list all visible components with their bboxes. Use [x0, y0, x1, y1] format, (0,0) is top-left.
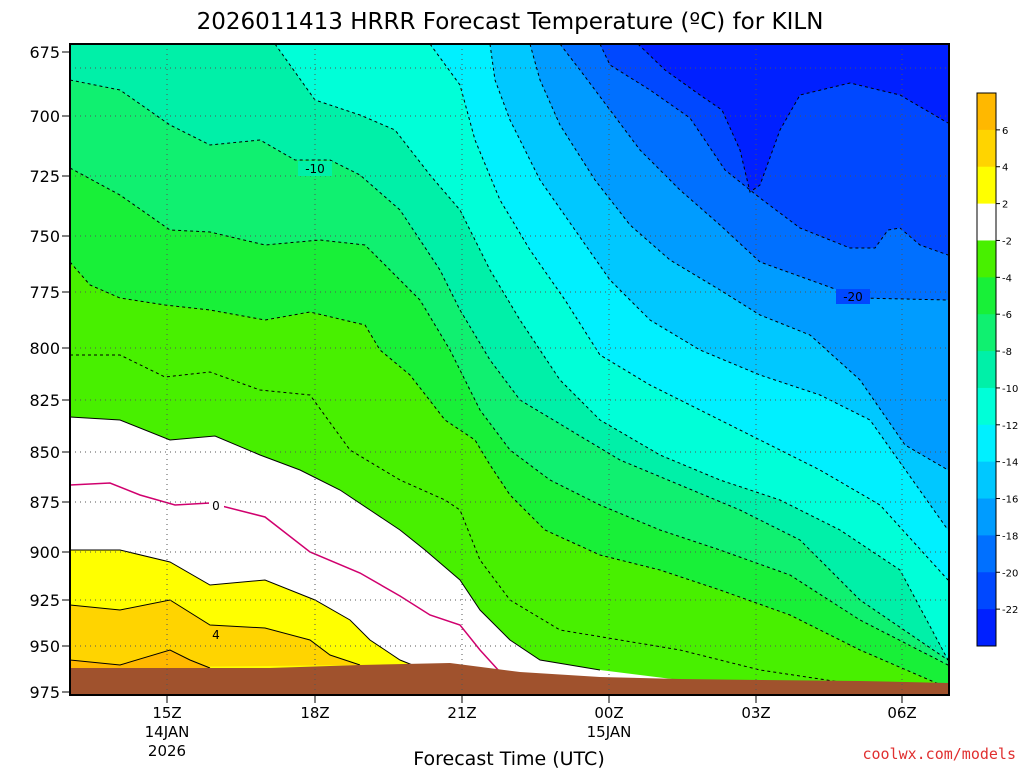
contour-label-bg — [298, 161, 332, 176]
colorbar-swatch — [977, 609, 996, 647]
x-tick-label: 21Z — [447, 704, 476, 722]
chart-title: 2026011413 HRRR Forecast Temperature (ºC… — [197, 9, 824, 35]
contour-line — [70, 599, 361, 666]
colorbar-swatch — [977, 351, 996, 389]
colorbar-label: -10 — [1002, 384, 1018, 395]
plot-area: -10 -20 0 4 — [70, 44, 949, 695]
colorbar-label: -20 — [1002, 568, 1018, 579]
colorbar-swatch — [977, 498, 996, 536]
colorbar-swatch — [977, 129, 996, 168]
colorbar-swatch — [977, 203, 996, 241]
x-axis-label: Forecast Time (UTC) — [413, 748, 604, 768]
x-tick-label: 03Z — [741, 704, 770, 722]
colorbar-swatch — [977, 535, 996, 573]
contour-line — [70, 167, 949, 666]
y-tick-label: 775 — [29, 283, 60, 302]
y-tick-label: 850 — [29, 443, 60, 462]
colorbar-swatch — [977, 461, 996, 500]
colorbar-label: -18 — [1002, 531, 1018, 542]
colorbar-label: -12 — [1002, 421, 1018, 432]
y-tick-label: 700 — [29, 107, 60, 126]
contour-line — [70, 354, 949, 691]
colorbar-label: 4 — [1002, 163, 1008, 174]
y-axis: 675 700 725 750 775 800 825 850 875 900 925 950 975 — [29, 43, 70, 702]
x-tick-label: 06Z — [887, 704, 916, 722]
contour-line — [489, 44, 949, 531]
colorbar-swatch — [977, 240, 996, 278]
contour-label-4: 4 — [212, 628, 220, 642]
contour-line — [70, 416, 601, 671]
y-tick-label: 725 — [29, 167, 60, 186]
y-tick-label: 875 — [29, 493, 60, 512]
x-tick-label: 14JAN — [145, 723, 190, 741]
contour-label-0: 0 — [212, 499, 220, 513]
contour-line — [70, 649, 211, 669]
y-tick-label: 975 — [29, 683, 60, 702]
colorbar-frame — [976, 92, 997, 647]
y-tick-label: 925 — [29, 591, 60, 610]
credit-link[interactable]: coolwx.com/models — [862, 745, 1016, 763]
contour-line — [70, 261, 949, 689]
contour-line — [599, 44, 949, 256]
colorbar-label: -14 — [1002, 458, 1018, 469]
colorbar-swatch — [977, 166, 996, 205]
y-tick-label: 675 — [29, 43, 60, 62]
colorbar-label: -6 — [1002, 310, 1012, 321]
terrain — [70, 663, 948, 695]
y-tick-label: 800 — [29, 339, 60, 358]
contour-labels: -10 -20 0 4 — [208, 161, 870, 642]
contour-line — [70, 549, 421, 669]
contour-line — [529, 44, 949, 471]
y-tick-label: 950 — [29, 637, 60, 656]
contour-label-minus20: -20 — [843, 290, 863, 304]
plot-frame — [69, 43, 950, 696]
colorbar-swatch — [977, 314, 996, 352]
colorbar-swatch — [977, 424, 996, 463]
colorbar-swatch — [977, 572, 996, 610]
colorbar: 6 4 2 -2 -4 -6 -8 -10 -12 -14 -16 -18 -20 -22 — [976, 92, 1018, 647]
contour-line — [637, 44, 949, 193]
y-tick-label: 750 — [29, 227, 60, 246]
colorbar-swatch — [977, 93, 996, 131]
contour-lines — [70, 44, 949, 691]
colorbar-label: 2 — [1002, 200, 1008, 211]
contour-label-bg — [836, 289, 870, 304]
warm-contours — [70, 416, 601, 671]
x-tick-label: 2026 — [148, 742, 186, 760]
y-tick-label: 825 — [29, 391, 60, 410]
x-tick-label: 00Z — [594, 704, 623, 722]
colorbar-swatch — [977, 387, 996, 426]
x-tick-label: 18Z — [300, 704, 329, 722]
y-tick-label: 900 — [29, 543, 60, 562]
contour-label-bg — [208, 627, 223, 642]
colorbar-label: -2 — [1002, 236, 1012, 247]
contour-label-bg — [209, 498, 224, 513]
colorbar-label: -22 — [1002, 605, 1018, 616]
x-tick-label: 15Z — [152, 704, 181, 722]
colorbar-label: -8 — [1002, 347, 1012, 358]
colorbar-label: 6 — [1002, 126, 1008, 137]
colorbar-label: -16 — [1002, 495, 1018, 506]
colorbar-swatch — [977, 277, 996, 315]
grid-lines — [70, 44, 948, 695]
colorbar-label: -4 — [1002, 273, 1012, 284]
contour-label-minus10: -10 — [305, 162, 325, 176]
x-tick-label: 15JAN — [587, 723, 632, 741]
